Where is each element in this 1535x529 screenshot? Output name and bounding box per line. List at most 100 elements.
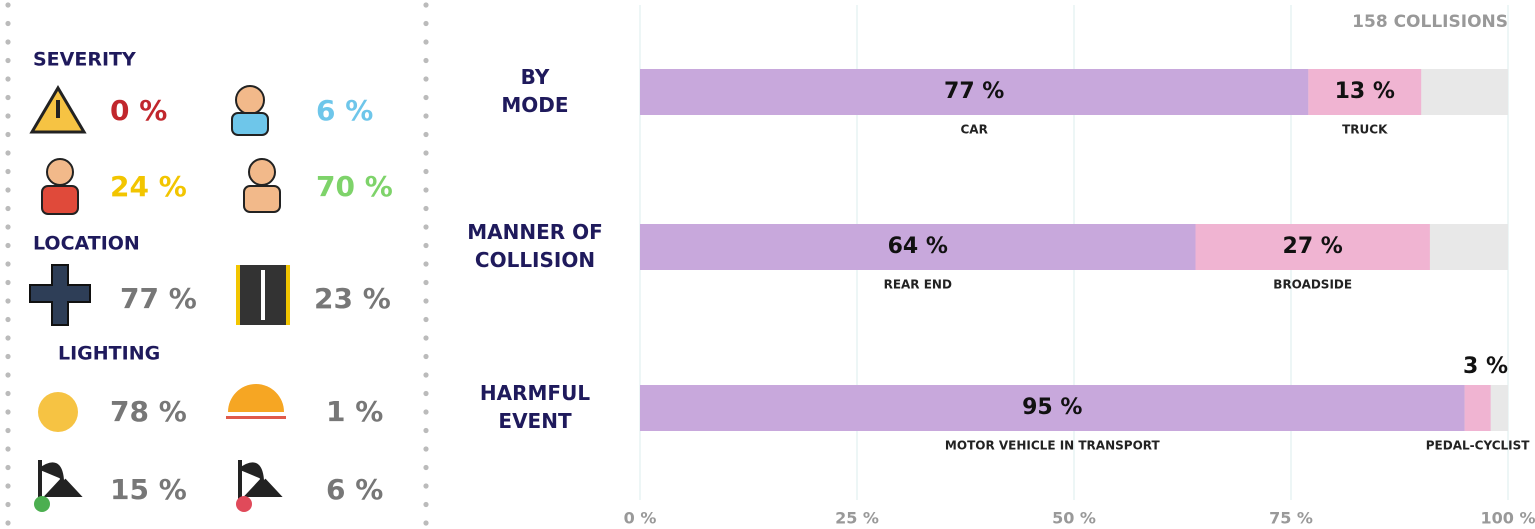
lamp-on bbox=[34, 496, 50, 512]
road-line bbox=[261, 270, 265, 320]
hurt-icon bbox=[46, 158, 74, 186]
bar-segment bbox=[1308, 69, 1422, 115]
divider-dot bbox=[423, 2, 429, 8]
divider-dot bbox=[423, 76, 429, 82]
stat-value: 23 % bbox=[314, 282, 391, 315]
value-label: 13 % bbox=[1335, 79, 1395, 104]
segment-label: BROADSIDE bbox=[1273, 278, 1352, 292]
stat-value: 78 % bbox=[110, 395, 187, 428]
value-label: 77 % bbox=[944, 79, 1004, 104]
divider-dot bbox=[423, 372, 429, 378]
divider-dot bbox=[5, 335, 11, 341]
divider-dot bbox=[423, 316, 429, 323]
divider-dot bbox=[423, 427, 429, 434]
value-label: 27 % bbox=[1283, 234, 1343, 259]
divider-dot bbox=[423, 520, 429, 526]
divider-dot bbox=[5, 409, 11, 415]
divider-dot bbox=[423, 409, 429, 415]
divider-dot bbox=[423, 131, 429, 138]
divider-dot bbox=[423, 390, 429, 397]
annotation: 158 COLLISIONS bbox=[1352, 12, 1508, 32]
stat-value: 24 % bbox=[110, 170, 187, 203]
divider-dot bbox=[423, 446, 429, 452]
value-label: 64 % bbox=[888, 234, 948, 259]
x-tick-label: 0 % bbox=[624, 509, 657, 528]
section-title: LOCATION bbox=[33, 233, 140, 255]
divider-dot bbox=[423, 483, 429, 489]
divider-dot bbox=[423, 335, 429, 341]
warning-mark bbox=[56, 100, 60, 118]
category-label: BY MODE bbox=[501, 65, 568, 117]
stat-value: 0 % bbox=[110, 94, 167, 127]
stat-value: 70 % bbox=[316, 170, 393, 203]
divider-dot bbox=[423, 279, 429, 286]
segment-label: CAR bbox=[961, 123, 988, 137]
road-edge bbox=[286, 265, 290, 325]
lamp-off bbox=[236, 496, 252, 512]
divider-dot bbox=[5, 113, 11, 119]
divider-dot bbox=[5, 390, 11, 397]
divider-dot bbox=[423, 113, 429, 119]
segment-label: TRUCK bbox=[1342, 123, 1388, 137]
divider-dot bbox=[5, 224, 11, 230]
stat-value: 1 % bbox=[326, 395, 383, 428]
divider-dot bbox=[5, 483, 11, 489]
divider-dot bbox=[5, 520, 11, 526]
divider-dot bbox=[5, 131, 11, 138]
category-label: MANNER OF COLLISION bbox=[467, 220, 603, 272]
divider-dot bbox=[5, 353, 11, 360]
divider-dot bbox=[423, 353, 429, 360]
divider-dot bbox=[423, 168, 429, 175]
divider-dot bbox=[423, 298, 429, 304]
bar-segment bbox=[640, 69, 1309, 115]
divider-dot bbox=[423, 261, 429, 267]
bar-segment bbox=[640, 385, 1465, 431]
segment-label: REAR END bbox=[884, 278, 952, 292]
value-label: 95 % bbox=[1022, 395, 1082, 420]
divider-dot bbox=[423, 150, 429, 156]
section-title: LIGHTING bbox=[58, 343, 160, 365]
horizon bbox=[226, 416, 286, 419]
divider-dot bbox=[423, 94, 429, 101]
stat-value: 6 % bbox=[316, 94, 373, 127]
divider-dot bbox=[5, 446, 11, 452]
stat-value: 6 % bbox=[326, 473, 383, 506]
sun-icon bbox=[38, 392, 78, 432]
icons bbox=[29, 85, 290, 512]
stat-value: 15 % bbox=[110, 473, 187, 506]
injured-icon bbox=[235, 85, 265, 115]
divider-dot bbox=[5, 57, 11, 64]
bar-segment bbox=[640, 224, 1196, 270]
injured-body bbox=[231, 112, 269, 136]
divider-dot bbox=[423, 39, 429, 45]
intersection-icon bbox=[29, 264, 91, 326]
divider-dot bbox=[5, 94, 11, 101]
divider-dot bbox=[5, 464, 11, 471]
divider-dot bbox=[5, 242, 11, 249]
divider-dot bbox=[423, 205, 429, 212]
divider-dot bbox=[5, 20, 11, 27]
divider-dot bbox=[5, 372, 11, 378]
divider-dot bbox=[5, 316, 11, 323]
divider-dot bbox=[423, 187, 429, 193]
x-tick-label: 75 % bbox=[1269, 509, 1313, 528]
divider-dot bbox=[423, 20, 429, 27]
divider-dot bbox=[5, 427, 11, 434]
section-title: SEVERITY bbox=[33, 49, 136, 71]
divider-dot bbox=[5, 261, 11, 267]
divider-dot bbox=[5, 39, 11, 45]
pain-body bbox=[243, 185, 281, 213]
divider-dot bbox=[423, 464, 429, 471]
divider-dot bbox=[5, 501, 11, 508]
segment-label: MOTOR VEHICLE IN TRANSPORT bbox=[945, 439, 1161, 453]
divider-dot bbox=[5, 298, 11, 304]
divider-dot bbox=[5, 205, 11, 212]
x-tick-label: 50 % bbox=[1052, 509, 1096, 528]
divider-dot bbox=[423, 57, 429, 64]
divider-dot bbox=[5, 168, 11, 175]
divider-dot bbox=[423, 224, 429, 230]
divider-dot bbox=[5, 2, 11, 8]
x-tick-label: 25 % bbox=[835, 509, 879, 528]
hurt-body bbox=[41, 185, 79, 215]
